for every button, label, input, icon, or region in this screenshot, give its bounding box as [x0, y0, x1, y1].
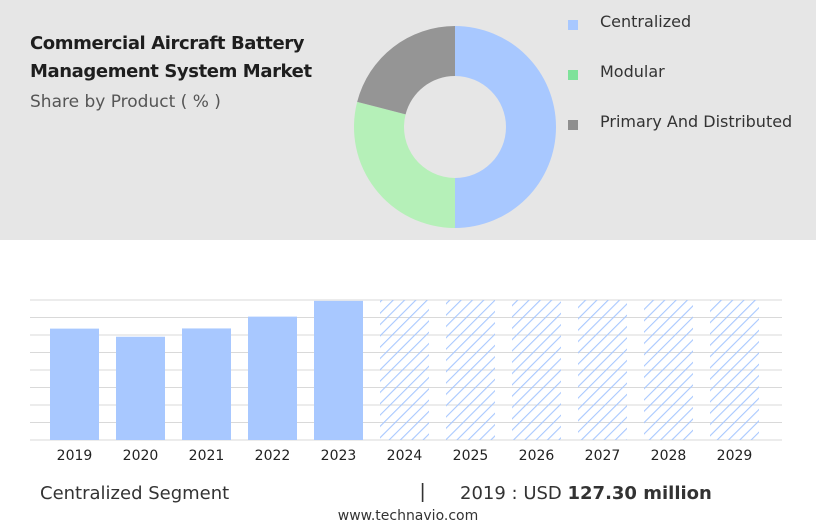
chart-title: Commercial Aircraft Battery Management S…: [30, 30, 350, 86]
legend-label-centralized: Centralized: [600, 12, 692, 31]
x-tick-label-2024: 2024: [387, 448, 423, 464]
legend-swatch-centralized: [568, 20, 578, 30]
donut-slice-primary-and-distributed: [357, 26, 455, 115]
x-tick-label-2028: 2028: [651, 448, 687, 464]
x-tick-label-2023: 2023: [321, 448, 357, 464]
forecast-bar-2027: [578, 300, 627, 440]
bar-2019: [50, 328, 99, 440]
bar-2023: [314, 300, 363, 440]
chart-subtitle: Share by Product ( % ): [30, 92, 221, 112]
x-tick-label-2019: 2019: [57, 448, 93, 464]
footer-value-amount: 127.30 million: [567, 483, 712, 504]
bar-2022: [248, 316, 297, 440]
footer-segment-label: Centralized Segment: [40, 483, 230, 504]
forecast-bar-2026: [512, 300, 561, 440]
legend-label-primary-and-distributed: Primary And Distributed: [600, 112, 793, 131]
footer-year-label: 2019 : USD: [460, 483, 568, 504]
bar-2021: [182, 328, 231, 440]
chart-title-line-1: Commercial Aircraft Battery: [30, 33, 305, 54]
legend-swatch-modular: [568, 70, 578, 80]
footer-value: 2019 : USD 127.30 million: [460, 483, 712, 504]
source-link[interactable]: www.technavio.com: [337, 508, 479, 524]
x-tick-label-2029: 2029: [717, 448, 753, 464]
x-tick-label-2020: 2020: [123, 448, 159, 464]
forecast-bar-2025: [446, 300, 495, 440]
forecast-bar-2028: [644, 300, 693, 440]
bar-2020: [116, 336, 165, 440]
x-tick-label-2021: 2021: [189, 448, 225, 464]
footer-separator: |: [420, 481, 426, 503]
legend-label-modular: Modular: [600, 62, 665, 81]
x-tick-label-2026: 2026: [519, 448, 555, 464]
forecast-bar-2029: [710, 300, 759, 440]
x-tick-label-2027: 2027: [585, 448, 621, 464]
donut-slice-centralized: [455, 26, 556, 228]
chart-title-line-2: Management System Market: [30, 61, 312, 82]
bar-chart: 2019 2020 2021 2022 2023 2024 2025 2026 2027 2028…: [30, 299, 782, 464]
legend-swatch-primary-and-distributed: [568, 120, 578, 130]
donut-chart: [354, 26, 556, 228]
x-tick-label-2022: 2022: [255, 448, 291, 464]
forecast-bar-2024: [380, 300, 429, 440]
donut-slice-modular: [354, 101, 455, 228]
x-tick-label-2025: 2025: [453, 448, 489, 464]
